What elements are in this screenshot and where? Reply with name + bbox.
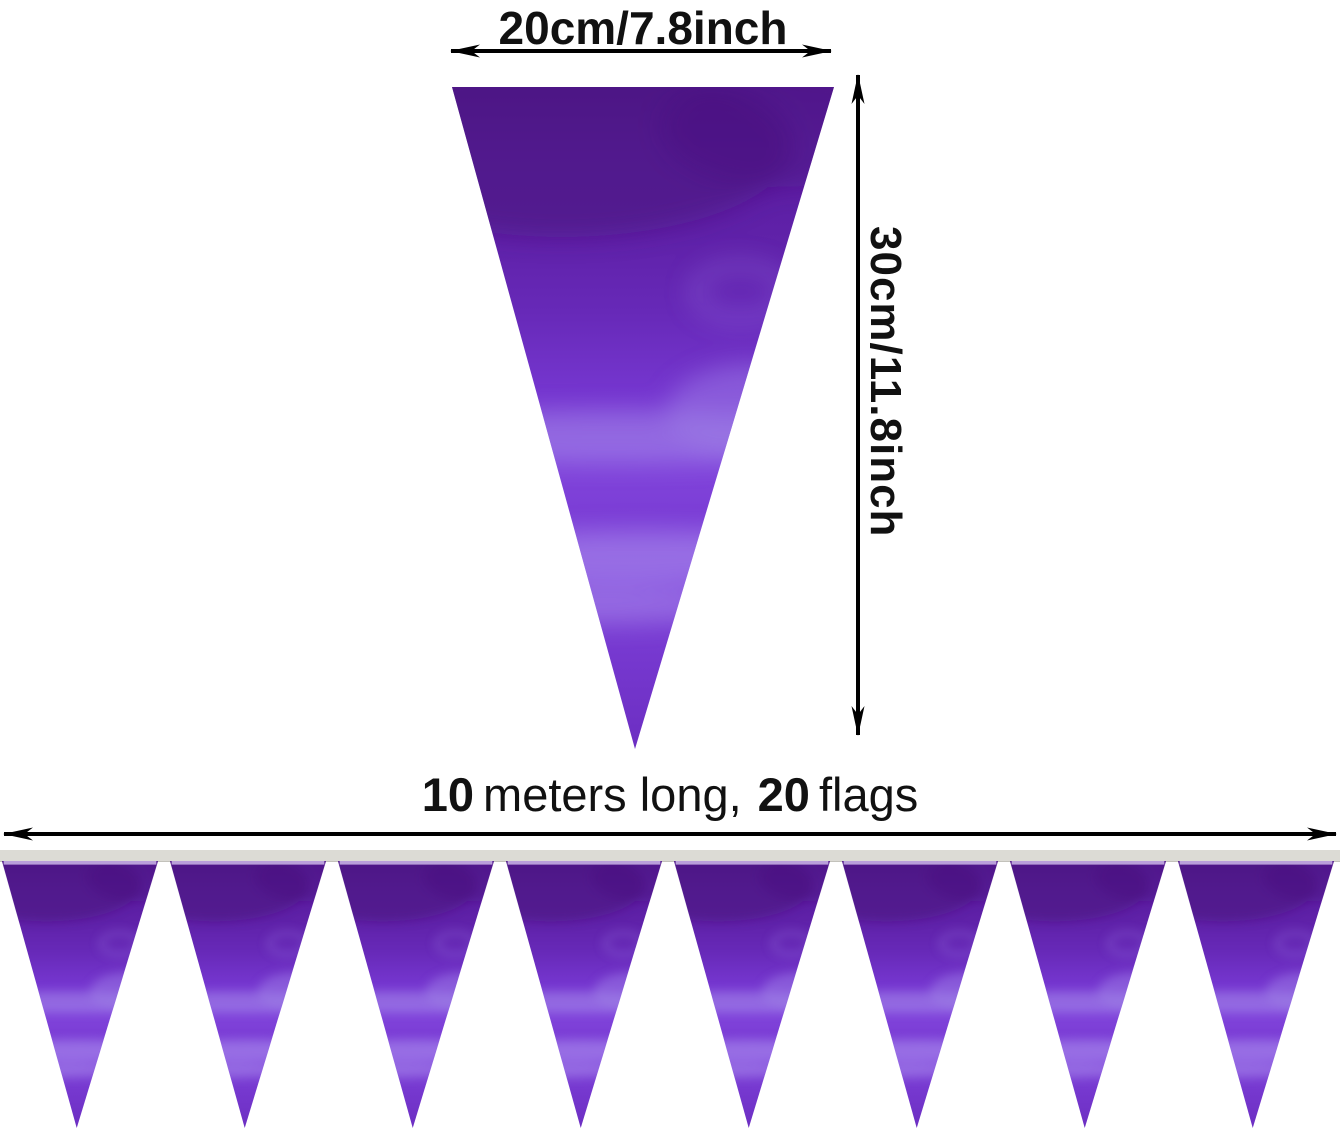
- pennant-flag: [1010, 861, 1166, 1128]
- pennant-flag: [506, 861, 662, 1128]
- pennant-flag-svg: [842, 861, 998, 1128]
- pennant-flag: [170, 861, 326, 1128]
- pennant-flag-svg: [338, 861, 494, 1128]
- caption-meters-text: meters long,: [483, 768, 742, 821]
- pennant-flag-svg: [1010, 861, 1166, 1128]
- pennant-flag-svg: [2, 861, 158, 1128]
- hanging-string: [0, 850, 1340, 862]
- pennant-flag: [1178, 861, 1334, 1128]
- banner-length-arrow: [3, 827, 1337, 841]
- caption-flags-text: flags: [818, 768, 919, 821]
- pennant-flag: [842, 861, 998, 1128]
- pennant-flag: [2, 861, 158, 1128]
- side-height-arrow: [851, 74, 865, 736]
- side-height-label: 30cm/11.8inch: [861, 226, 910, 538]
- pennant-flag-svg: [170, 861, 326, 1128]
- caption-flags-value: 20: [757, 768, 810, 821]
- pennant-flag-svg: [1178, 861, 1334, 1128]
- pennant-flag-svg: [674, 861, 830, 1128]
- pennant-flag-svg: [506, 861, 662, 1128]
- top-width-arrow: [450, 44, 832, 58]
- pennant-flag: [338, 861, 494, 1128]
- caption-meters-value: 10: [421, 768, 475, 821]
- pennant-flag: [674, 861, 830, 1128]
- banner-length-caption: 10 meters long, 20 flags: [0, 767, 1340, 822]
